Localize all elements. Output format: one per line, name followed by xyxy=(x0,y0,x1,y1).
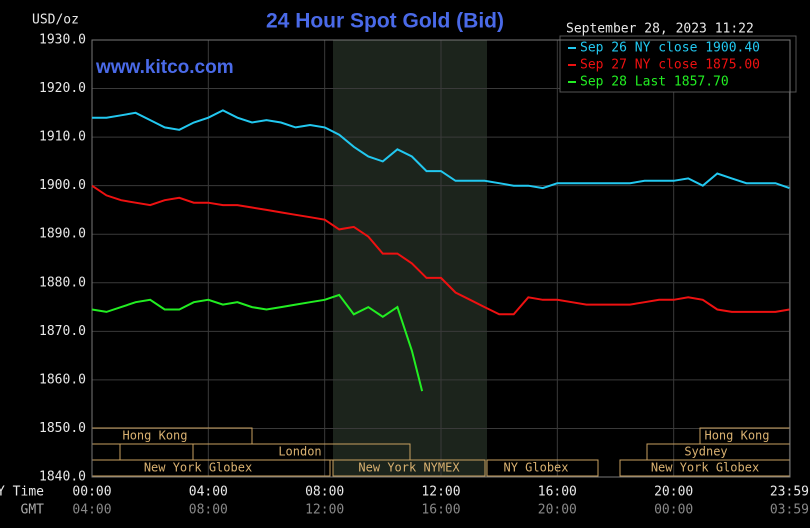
session-box xyxy=(486,459,599,477)
y-tick-label: 1850.0 xyxy=(39,421,86,436)
y-axis-label: USD/oz xyxy=(32,13,79,28)
gmt-tick-label: 04:00 xyxy=(72,503,111,518)
x-tick-label: 04:00 xyxy=(189,485,228,500)
grid xyxy=(91,39,790,478)
y-tick-label: 1890.0 xyxy=(39,227,86,242)
gmt-tick-label: 03:59 xyxy=(770,503,809,518)
legend-label: Sep 26 NY close 1900.40 xyxy=(580,41,760,56)
chart-title: 24 Hour Spot Gold (Bid) xyxy=(266,10,504,33)
session-label: London xyxy=(278,445,321,459)
timestamp: September 28, 2023 11:22 xyxy=(566,22,754,37)
gmt-tick-label: 00:00 xyxy=(654,503,693,518)
y-tick-label: 1860.0 xyxy=(39,372,86,387)
series-line xyxy=(91,184,790,316)
session-box xyxy=(332,459,486,477)
y-tick-label: 1910.0 xyxy=(39,130,86,145)
session-label: NY Globex xyxy=(503,461,568,475)
nymex-shade xyxy=(333,40,487,477)
x2-axis-label: GMT xyxy=(21,503,45,518)
session-label: New York Globex xyxy=(144,461,252,475)
gmt-tick-label: 16:00 xyxy=(421,503,460,518)
gmt-tick-label: 12:00 xyxy=(305,503,344,518)
legend-label: Sep 28 Last 1857.70 xyxy=(580,75,729,90)
gmt-tick-label: 20:00 xyxy=(538,503,577,518)
legend-label: Sep 27 NY close 1875.00 xyxy=(580,58,760,73)
x-tick-label: 16:00 xyxy=(538,485,577,500)
series-line xyxy=(92,109,790,190)
y-tick-label: 1930.0 xyxy=(39,33,86,48)
x-tick-label: 23:59 xyxy=(770,485,809,500)
session-box xyxy=(91,443,121,461)
x-tick-label: 08:00 xyxy=(305,485,344,500)
session-label: New York NYMEX xyxy=(358,461,460,475)
legend-box xyxy=(559,35,797,93)
y-tick-label: 1840.0 xyxy=(39,470,86,485)
session-label: Sydney xyxy=(684,445,727,459)
plot-frame xyxy=(91,39,791,478)
y-tick-label: 1920.0 xyxy=(39,81,86,96)
x-tick-label: 00:00 xyxy=(72,485,111,500)
watermark: www.kitco.com xyxy=(95,57,234,78)
x-tick-label: 20:00 xyxy=(654,485,693,500)
session-label: New York Globex xyxy=(651,461,759,475)
y-tick-label: 1900.0 xyxy=(39,178,86,193)
y-tick-label: 1870.0 xyxy=(39,324,86,339)
session-label: Hong Kong xyxy=(122,429,187,443)
gmt-tick-label: 08:00 xyxy=(189,503,228,518)
series-line xyxy=(91,293,424,392)
session-label: Hong Kong xyxy=(704,429,769,443)
x-tick-label: 12:00 xyxy=(421,485,460,500)
y-tick-label: 1880.0 xyxy=(39,275,86,290)
x-axis-label: NY Time xyxy=(0,485,44,500)
